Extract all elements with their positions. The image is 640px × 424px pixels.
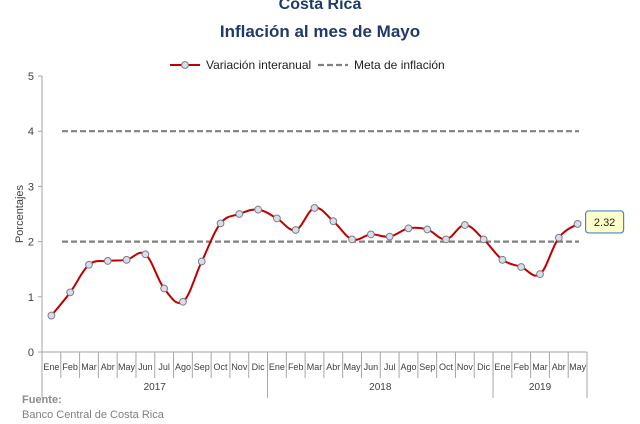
data-point xyxy=(235,210,244,218)
x-tick-label: Abr xyxy=(101,362,115,372)
y-tick-label: 4 xyxy=(28,126,34,138)
data-point xyxy=(554,233,563,242)
y-tick-label: 5 xyxy=(28,71,34,83)
data-point xyxy=(310,204,319,212)
x-tick-label: Oct xyxy=(439,362,454,372)
data-point xyxy=(216,219,225,228)
data-point xyxy=(329,217,338,226)
data-point xyxy=(366,230,375,239)
x-tick-label: Jun xyxy=(364,362,379,372)
x-tick-label: Sep xyxy=(194,362,210,372)
data-point xyxy=(47,311,56,320)
y-tick-label: 2 xyxy=(28,237,34,249)
y-axis-title: Porcentajes xyxy=(14,184,26,243)
data-point xyxy=(122,255,131,264)
x-tick-label: Jun xyxy=(138,362,153,372)
x-tick-label: Jul xyxy=(384,362,396,372)
data-point xyxy=(85,260,93,269)
data-point xyxy=(103,257,112,265)
source-text: Banco Central de Costa Rica xyxy=(22,409,164,421)
year-label: 2017 xyxy=(144,382,167,393)
data-point xyxy=(179,297,187,306)
data-point xyxy=(66,288,75,297)
x-tick-label: Ene xyxy=(43,362,59,372)
y-tick-label: 1 xyxy=(28,292,34,304)
x-tick-label: Dic xyxy=(252,362,265,372)
x-tick-label: May xyxy=(569,362,587,372)
data-point xyxy=(460,221,469,229)
y-tick-label: 0 xyxy=(28,347,34,359)
x-tick-label: Ene xyxy=(269,362,285,372)
x-tick-label: Oct xyxy=(214,362,229,372)
data-label-callout xyxy=(585,210,625,234)
x-tick-label: May xyxy=(344,362,362,372)
source-label: Fuente: xyxy=(22,394,62,406)
data-point xyxy=(517,263,526,271)
x-tick-label: Abr xyxy=(552,362,566,372)
x-tick-label: Nov xyxy=(231,362,248,372)
x-tick-label: Mar xyxy=(81,362,97,372)
x-tick-label: Feb xyxy=(513,362,529,372)
series-line-variacion xyxy=(50,206,579,317)
chart-title-country: Costa Rica xyxy=(278,0,362,13)
data-point xyxy=(160,284,169,293)
data-point xyxy=(423,225,432,234)
x-tick-label: Mar xyxy=(307,362,323,372)
data-point xyxy=(273,214,281,223)
x-tick-label: May xyxy=(118,362,136,372)
data-point xyxy=(573,220,582,228)
x-tick-label: Feb xyxy=(62,362,78,372)
data-point xyxy=(536,270,544,279)
data-point xyxy=(442,235,450,244)
x-tick-label: Dic xyxy=(477,362,490,372)
data-point xyxy=(141,250,150,259)
x-tick-label: Sep xyxy=(419,362,435,372)
chart-title: Inflación al mes de Mayo xyxy=(219,22,421,41)
x-tick-label: Ago xyxy=(400,362,416,372)
year-label: 2019 xyxy=(529,382,552,393)
data-point xyxy=(348,235,356,244)
x-tick-label: Mar xyxy=(532,362,548,372)
data-point xyxy=(291,226,300,234)
x-tick-label: Nov xyxy=(457,362,474,372)
data-point xyxy=(385,232,394,241)
x-tick-label: Abr xyxy=(326,362,340,372)
x-tick-label: Feb xyxy=(288,362,304,372)
x-tick-label: Ene xyxy=(494,362,510,372)
y-tick-label: 3 xyxy=(28,181,34,193)
data-point xyxy=(479,235,488,244)
x-tick-label: Jul xyxy=(158,362,170,372)
year-label: 2018 xyxy=(369,382,392,393)
data-point xyxy=(197,257,206,266)
legend-marker-variacion xyxy=(181,61,189,69)
data-point xyxy=(404,224,413,233)
x-tick-label: Ago xyxy=(175,362,191,372)
legend-label-variacion: Variación interanual xyxy=(206,58,311,72)
data-point xyxy=(254,205,263,214)
legend-label-meta: Meta de inflación xyxy=(354,58,445,72)
data-label: 2.32 xyxy=(594,217,615,229)
data-point xyxy=(498,255,507,264)
